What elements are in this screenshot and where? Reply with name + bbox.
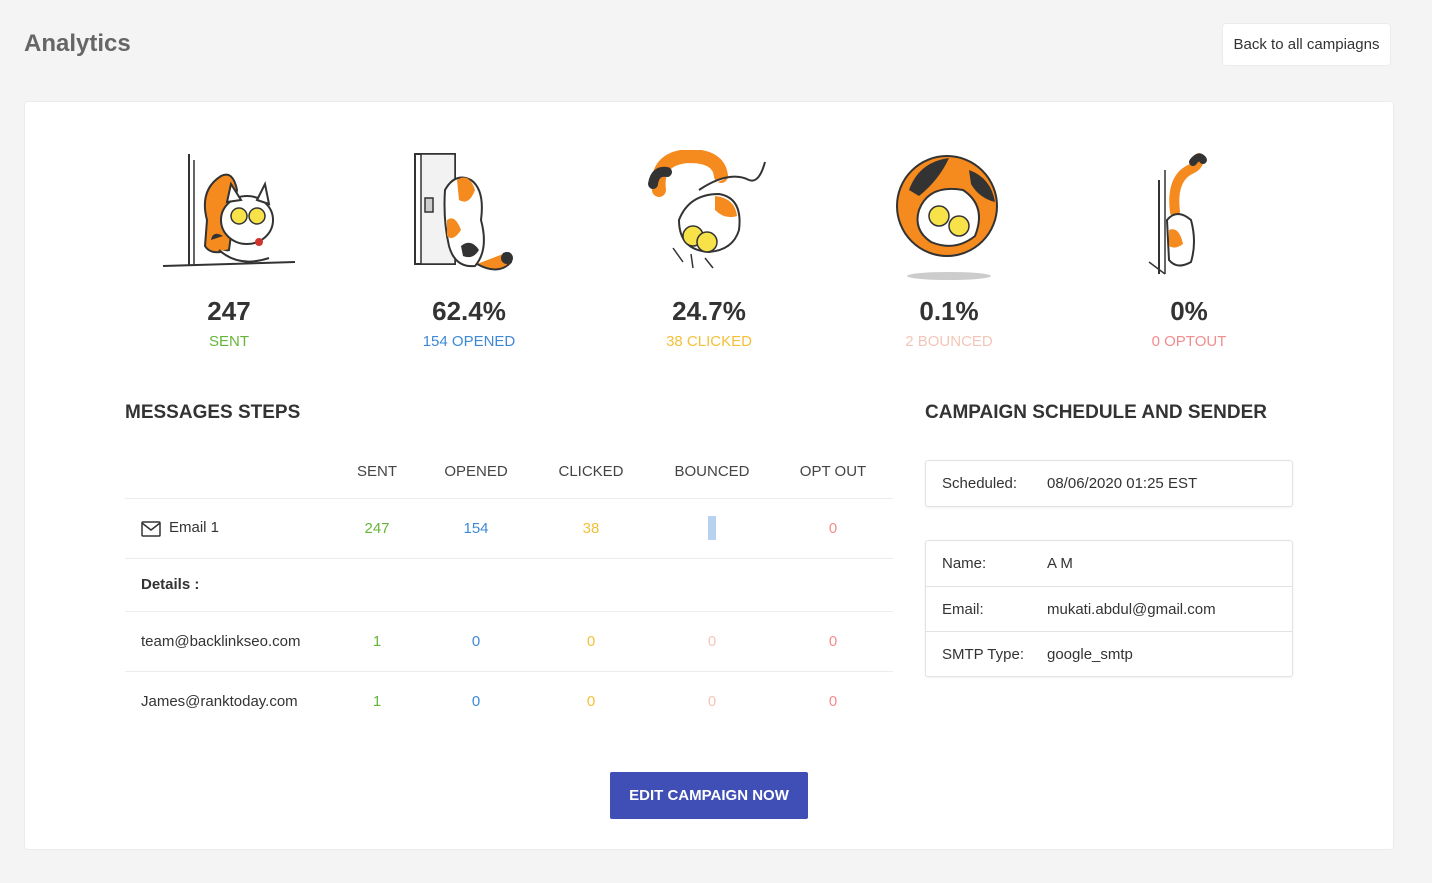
sender-email-value: mukati.abdul@gmail.com xyxy=(1047,600,1216,618)
column-header-bounced: BOUNCED xyxy=(651,446,773,499)
table-row: James@ranktoday.com 1 0 0 0 0 xyxy=(125,671,893,731)
stat-value: 24.7% xyxy=(672,296,746,326)
page-title: Analytics xyxy=(24,30,131,57)
envelope-icon xyxy=(141,520,161,537)
cat-roll-icon xyxy=(896,155,998,280)
stat-clicked: 24.7% 38 CLICKED xyxy=(589,150,829,350)
table-header-row: SENT OPENED CLICKED BOUNCED OPT OUT xyxy=(125,446,893,499)
sender-name-value: A M xyxy=(1047,555,1073,572)
edit-campaign-button[interactable]: EDIT CAMPAIGN NOW xyxy=(610,772,808,819)
email-step-name: Email 1 xyxy=(169,519,220,537)
stat-label: 2 BOUNCED xyxy=(905,333,993,350)
recipient-opened: 0 xyxy=(421,611,531,672)
recipient-optout: 0 xyxy=(828,692,838,710)
stat-value: 0% xyxy=(1170,296,1208,326)
recipient-clicked: 0 xyxy=(586,692,596,710)
sender-name-row: Name: A M xyxy=(926,541,1292,586)
stat-value: 0.1% xyxy=(919,296,979,326)
cat-door-icon xyxy=(414,153,513,271)
email-opened-cell: 154 xyxy=(421,498,531,559)
table-row-email[interactable]: Email 1 247 154 38 0 xyxy=(125,498,893,559)
email-clicked-cell: 38 xyxy=(531,498,651,559)
schedule-box: Scheduled: 08/06/2020 01:25 EST xyxy=(925,460,1293,507)
top-bar: Analytics Back to all campiagns xyxy=(0,0,1432,90)
recipient-bounced: 0 xyxy=(707,692,717,710)
schedule-sender-title: CAMPAIGN SCHEDULE AND SENDER xyxy=(925,402,1268,423)
email-optout-cell: 0 xyxy=(773,498,893,559)
recipient-bounced: 0 xyxy=(651,611,773,672)
column-header-recipient xyxy=(125,446,333,499)
cat-jump-icon xyxy=(648,150,766,269)
recipient-email: James@ranktoday.com xyxy=(141,692,298,710)
email-bounced-cell xyxy=(651,498,773,559)
bounced-value-highlight xyxy=(708,516,716,540)
back-to-campaigns-button[interactable]: Back to all campiagns xyxy=(1222,23,1391,66)
smtp-type-row: SMTP Type: google_smtp xyxy=(926,631,1292,676)
cat-tail-icon xyxy=(1148,153,1207,275)
details-label: Details : xyxy=(125,558,893,612)
stat-label: 154 OPENED xyxy=(422,333,516,350)
stat-label: 0 OPTOUT xyxy=(1151,333,1227,350)
sender-email-label: Email: xyxy=(942,600,984,618)
smtp-type-label: SMTP Type: xyxy=(942,645,1024,663)
recipient-sent: 1 xyxy=(333,611,421,672)
column-header-sent: SENT xyxy=(333,446,421,499)
stat-sent: 247 SENT xyxy=(109,150,349,350)
scheduled-label: Scheduled: xyxy=(942,475,1018,492)
recipient-opened: 0 xyxy=(471,692,481,710)
recipient-sent: 1 xyxy=(372,692,382,710)
column-header-opened: OPENED xyxy=(421,446,531,499)
sender-email-row: Email: mukati.abdul@gmail.com xyxy=(926,586,1292,631)
cat-peek-icon xyxy=(162,154,296,267)
messages-steps-title: MESSAGES STEPS xyxy=(125,402,301,423)
stat-value: 62.4% xyxy=(432,296,506,326)
stat-optout: 0% 0 OPTOUT xyxy=(1069,150,1309,350)
email-step-cell: Email 1 xyxy=(125,498,333,559)
column-header-optout: OPT OUT xyxy=(773,446,893,499)
table-row: team@backlinkseo.com 1 0 0 0 0 xyxy=(125,611,893,672)
scheduled-row: Scheduled: 08/06/2020 01:25 EST xyxy=(926,461,1292,506)
scheduled-value: 08/06/2020 01:25 EST xyxy=(1047,475,1198,492)
messages-steps-table: SENT OPENED CLICKED BOUNCED OPT OUT Emai… xyxy=(125,446,893,731)
recipient-email: team@backlinkseo.com xyxy=(125,611,333,672)
smtp-type-value: google_smtp xyxy=(1047,645,1133,663)
stat-opened: 62.4% 154 OPENED xyxy=(349,150,589,350)
table-row-details: Details : xyxy=(125,558,893,612)
stat-label: SENT xyxy=(208,333,249,350)
sender-box: Name: A M Email: mukati.abdul@gmail.com … xyxy=(925,540,1293,677)
stat-label: 38 CLICKED xyxy=(666,333,752,350)
column-header-clicked: CLICKED xyxy=(531,446,651,499)
recipient-optout: 0 xyxy=(773,611,893,672)
sender-name-label: Name: xyxy=(942,555,987,572)
stat-bounced: 0.1% 2 BOUNCED xyxy=(829,150,1069,350)
analytics-card: 247 SENT 62.4% 154 OPENED xyxy=(24,101,1394,850)
stat-value: 247 xyxy=(207,296,251,326)
recipient-clicked: 0 xyxy=(531,611,651,672)
email-sent-cell: 247 xyxy=(333,498,421,559)
